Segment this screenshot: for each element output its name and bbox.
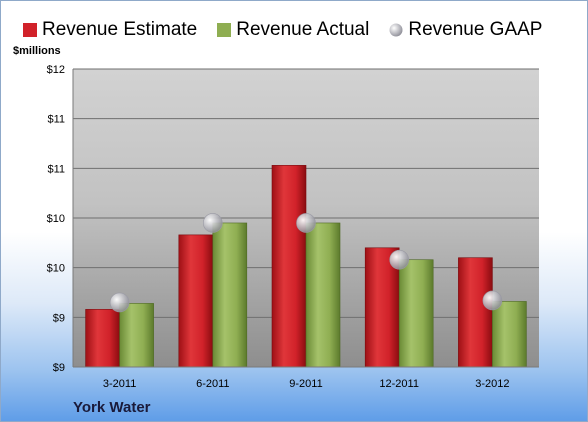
y-tick-label: $11 xyxy=(47,163,65,175)
bar-revenue-estimate xyxy=(271,165,307,368)
y-tick-label: $10 xyxy=(47,263,65,275)
y-tick-label: $9 xyxy=(53,362,65,374)
point-revenue-gaap xyxy=(203,213,223,233)
bar-revenue-estimate xyxy=(458,257,493,368)
legend-swatch-actual xyxy=(217,23,232,37)
legend-label-estimate: Revenue Estimate xyxy=(42,19,198,40)
point-revenue-gaap xyxy=(389,249,410,270)
x-tick-label: 6-2011 xyxy=(196,378,229,390)
legend-item-actual: Revenue Actual xyxy=(217,19,369,41)
point-revenue-gaap xyxy=(296,213,316,233)
bar-revenue-estimate xyxy=(178,234,214,368)
y-axis-unit-label: $millions xyxy=(13,45,61,57)
x-tick-label: 9-2011 xyxy=(289,378,322,390)
bar-revenue-actual xyxy=(492,301,527,368)
y-tick-label: $11 xyxy=(47,114,65,126)
legend: Revenue Estimate Revenue Actual Revenue … xyxy=(23,17,562,43)
x-tick-label: 3-2012 xyxy=(475,378,509,390)
y-tick-label: $10 xyxy=(47,213,65,225)
brand-label: York Water xyxy=(73,399,151,416)
legend-item-gaap: Revenue GAAP xyxy=(389,19,542,41)
bar-revenue-estimate xyxy=(85,309,120,368)
legend-swatch-gaap xyxy=(389,23,403,37)
point-revenue-gaap xyxy=(482,290,503,311)
y-tick-label: $12 xyxy=(47,64,65,76)
bar-revenue-actual xyxy=(398,259,434,368)
bar-revenue-actual xyxy=(119,303,154,368)
bar-revenue-actual xyxy=(212,222,248,368)
y-tick-label: $9 xyxy=(53,312,65,324)
legend-label-gaap: Revenue GAAP xyxy=(408,19,543,40)
bar-revenue-actual xyxy=(305,222,341,368)
point-revenue-gaap xyxy=(109,292,130,313)
legend-swatch-estimate xyxy=(23,23,37,37)
x-tick-label: 3-2011 xyxy=(103,378,136,390)
x-tick-label: 12-2011 xyxy=(379,378,419,390)
legend-item-estimate: Revenue Estimate xyxy=(23,19,197,41)
legend-label-actual: Revenue Actual xyxy=(236,19,370,40)
